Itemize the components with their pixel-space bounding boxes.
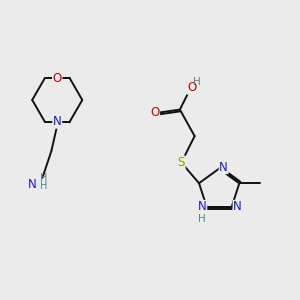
Text: H: H bbox=[198, 214, 206, 224]
Text: N: N bbox=[233, 200, 242, 213]
Text: H: H bbox=[193, 76, 201, 87]
Text: S: S bbox=[178, 156, 185, 169]
Text: H: H bbox=[40, 173, 47, 183]
Text: O: O bbox=[187, 81, 196, 94]
Text: N: N bbox=[28, 178, 37, 191]
Text: H: H bbox=[40, 182, 47, 191]
Text: N: N bbox=[53, 115, 62, 128]
Text: O: O bbox=[150, 106, 160, 119]
Text: N: N bbox=[198, 200, 207, 213]
Text: O: O bbox=[52, 72, 62, 85]
Text: N: N bbox=[219, 160, 228, 174]
